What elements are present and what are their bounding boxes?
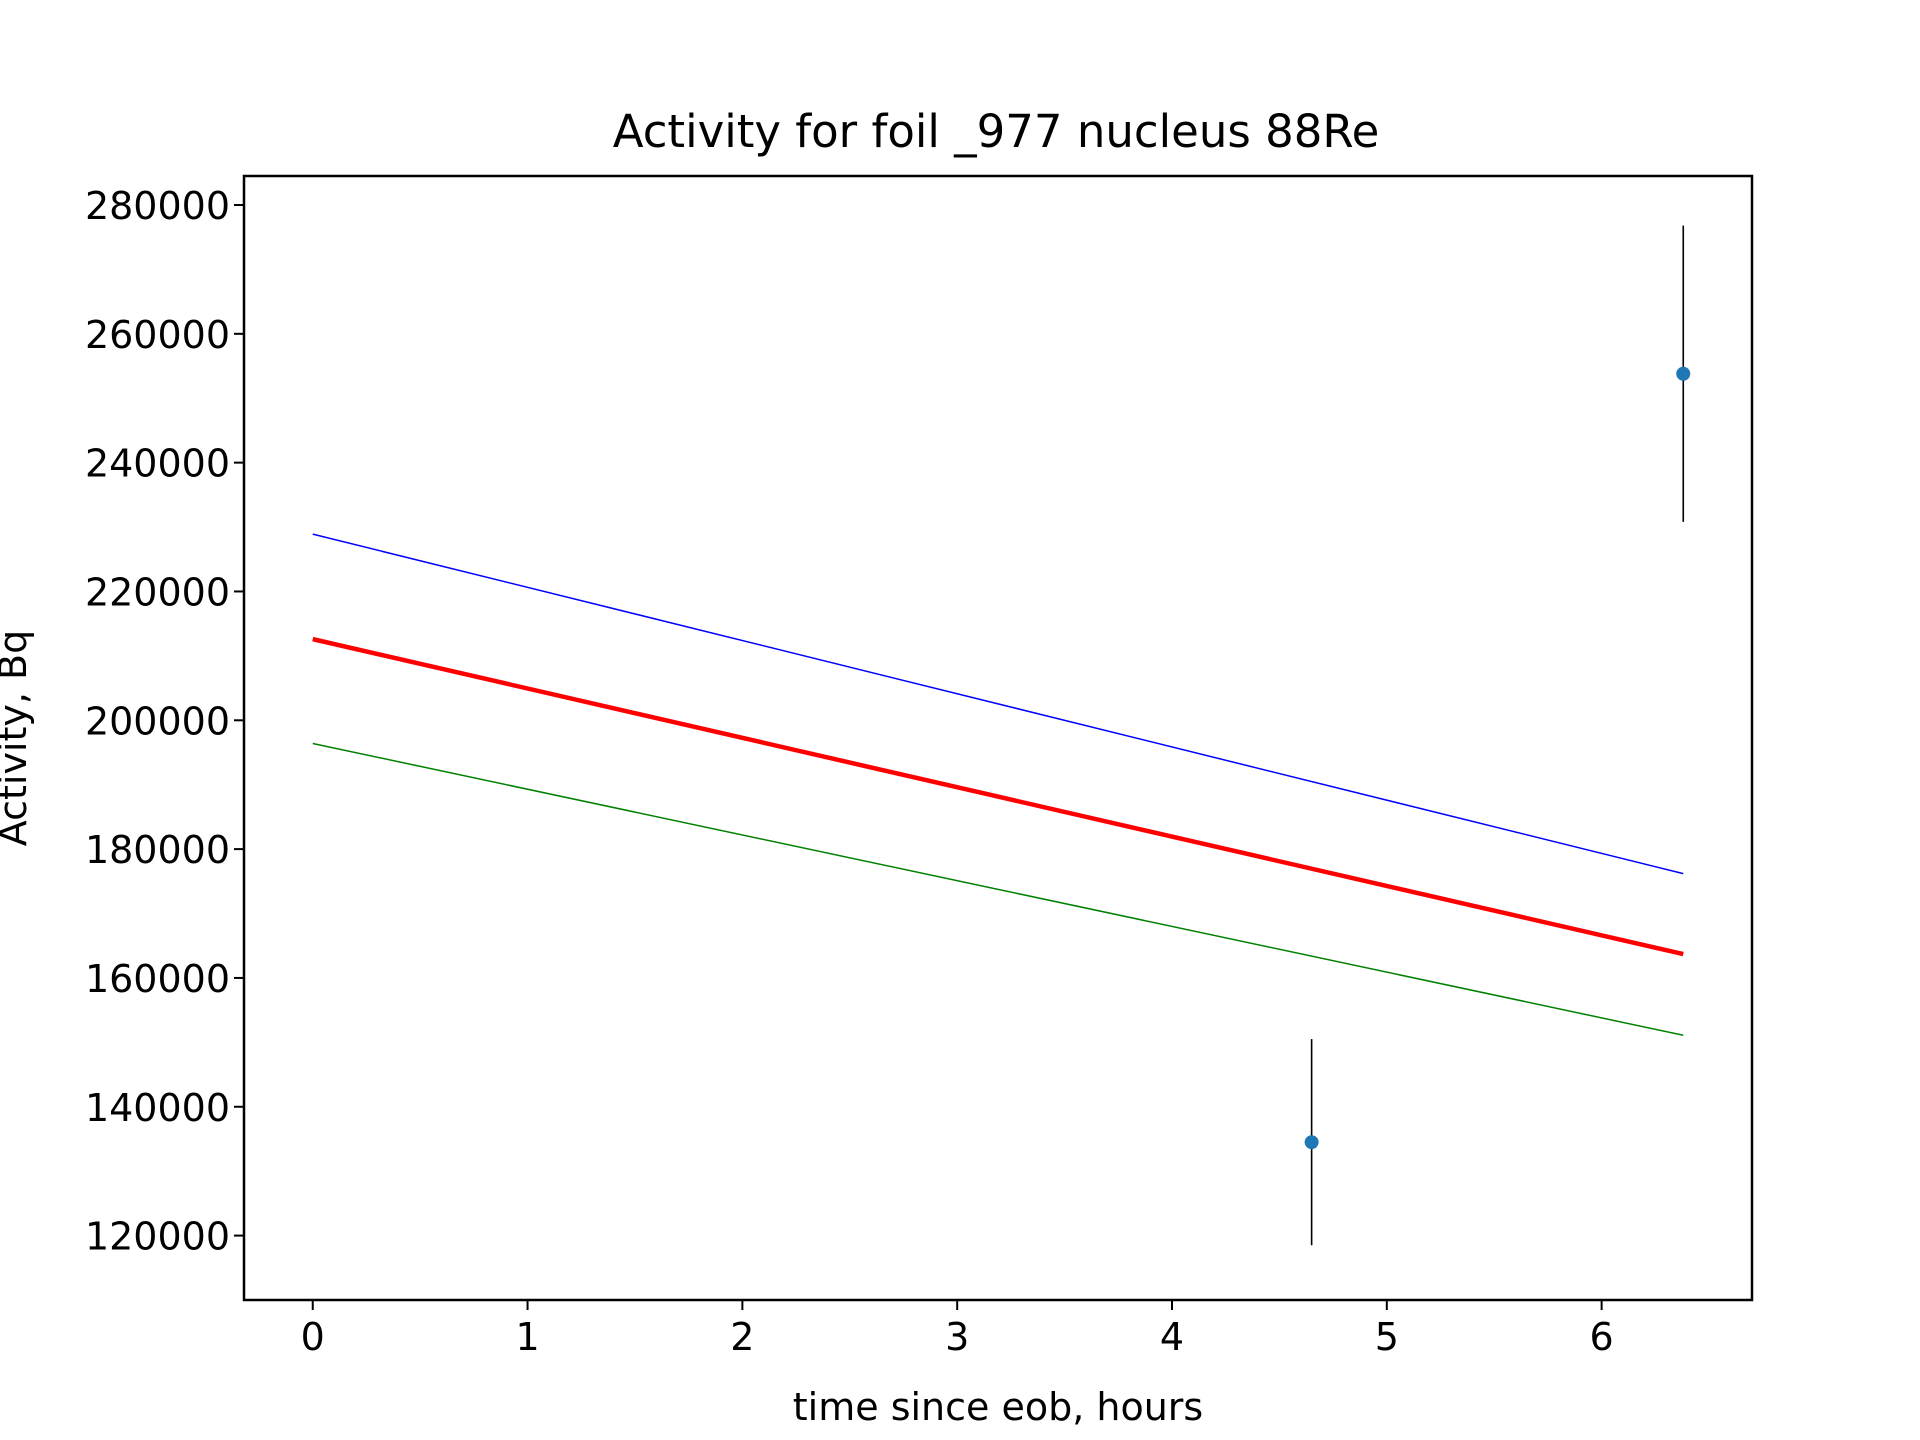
chart-title: Activity for foil _977 nucleus 88Re [613, 105, 1380, 158]
series-line [312, 636, 1684, 957]
y-tick-label: 280000 [85, 184, 230, 228]
plot-area [312, 225, 1691, 1246]
data-point [1676, 366, 1691, 381]
y-axis-label: Activity, Bq [0, 630, 35, 846]
x-tick-label: 5 [1375, 1315, 1399, 1359]
x-tick-label: 0 [301, 1315, 325, 1359]
x-tick-label: 4 [1160, 1315, 1184, 1359]
y-tick-label: 140000 [85, 1086, 230, 1130]
y-tick-label: 240000 [85, 442, 230, 486]
axes-frame [242, 174, 1754, 1302]
points-layer [1304, 225, 1691, 1246]
x-tick-label: 3 [945, 1315, 969, 1359]
data-point [1304, 1135, 1319, 1150]
y-tick-label: 200000 [85, 699, 230, 743]
y-tick-label: 120000 [85, 1215, 230, 1259]
x-tick-label: 2 [730, 1315, 754, 1359]
series-line [312, 742, 1684, 1036]
x-axis: 0 1 2 3 4 5 6 [301, 1300, 1614, 1359]
y-tick-label: 220000 [85, 570, 230, 614]
series-layer [312, 533, 1684, 1036]
y-tick-label: 160000 [85, 957, 230, 1001]
x-tick-label: 1 [515, 1315, 539, 1359]
y-tick-label: 260000 [85, 313, 230, 357]
y-tick-label: 180000 [85, 828, 230, 872]
x-axis-label: time since eob, hours [793, 1385, 1203, 1429]
x-tick-label: 6 [1590, 1315, 1614, 1359]
y-axis: 120000 140000 160000 180000 200000 220000 2400… [85, 184, 244, 1259]
series-line [312, 533, 1684, 875]
